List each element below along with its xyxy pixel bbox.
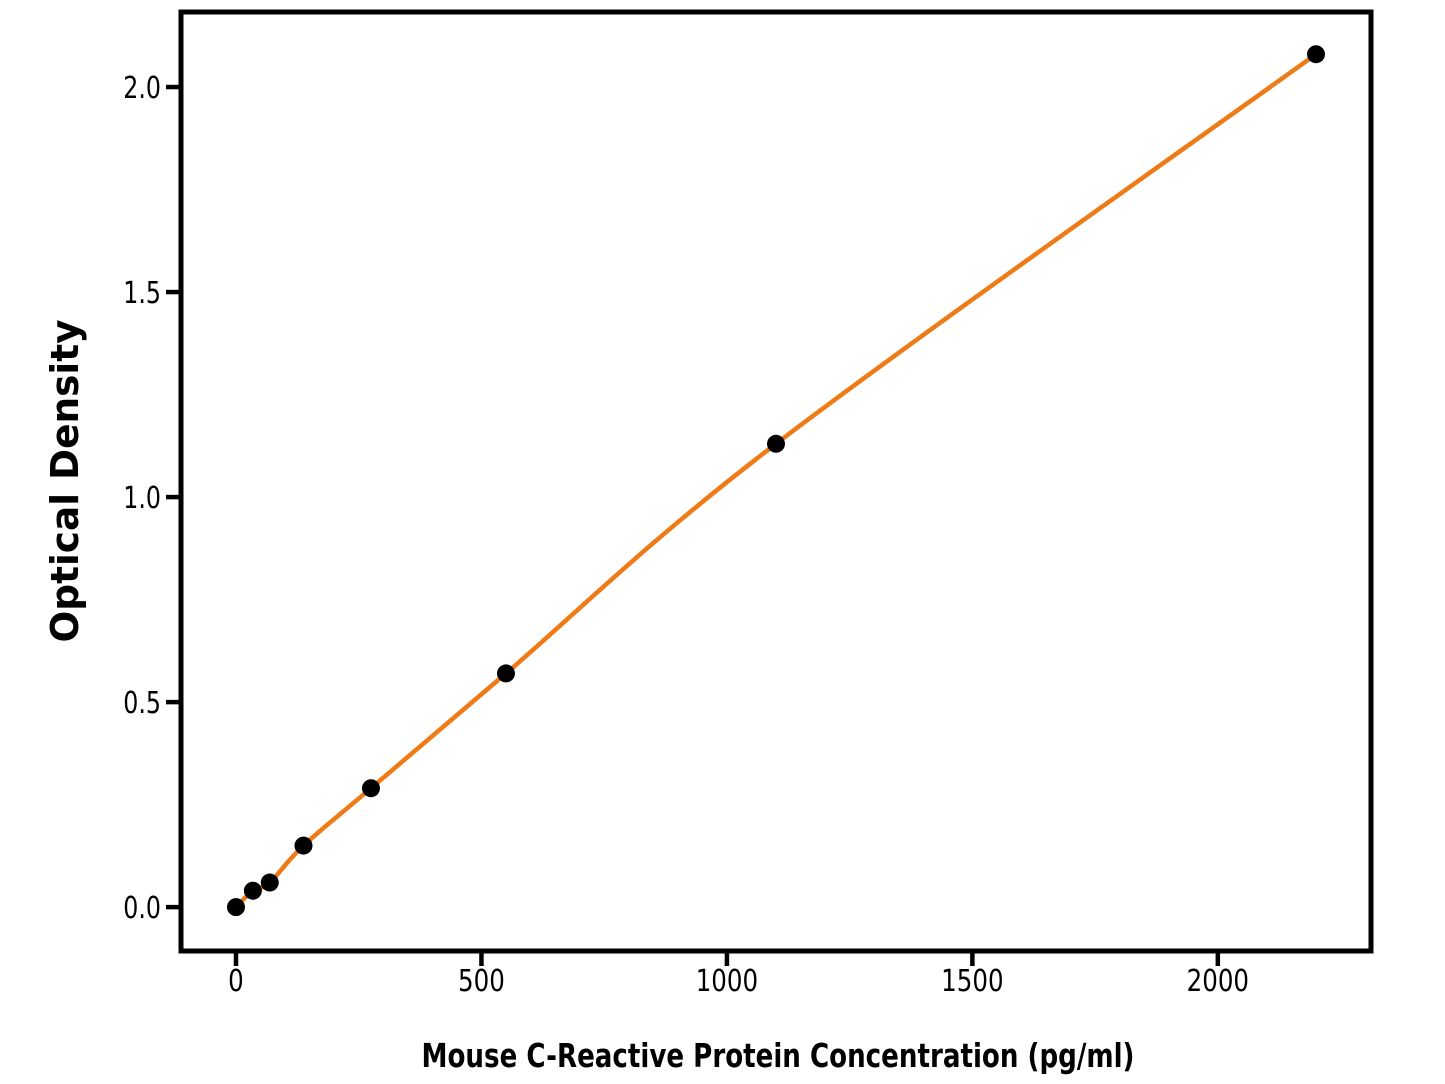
data-point bbox=[243, 881, 262, 900]
plot-area bbox=[181, 12, 1371, 951]
y-tick-label: 1.5 bbox=[123, 276, 161, 311]
x-tick-label: 0 bbox=[228, 964, 244, 999]
y-tick-label: 1.0 bbox=[123, 481, 161, 516]
x-tick-label: 500 bbox=[458, 964, 505, 999]
x-tick-label: 1500 bbox=[941, 964, 1003, 999]
x-tick-label: 2000 bbox=[1187, 964, 1249, 999]
data-point bbox=[496, 664, 515, 683]
data-point bbox=[294, 836, 313, 855]
plot-border bbox=[178, 9, 1374, 954]
x-ticks-group: 0 500 1000 1500 2000 bbox=[228, 951, 1249, 999]
x-axis-title: Mouse C-Reactive Protein Concentration (… bbox=[422, 1036, 1135, 1075]
y-tick-label: 2.0 bbox=[123, 71, 161, 106]
data-point bbox=[226, 898, 245, 917]
data-point bbox=[1307, 45, 1326, 64]
y-tick-label: 0.5 bbox=[123, 686, 161, 721]
data-point bbox=[361, 779, 380, 798]
y-tick-label: 0.0 bbox=[123, 891, 161, 926]
data-point bbox=[260, 873, 279, 892]
x-tick-label: 1000 bbox=[696, 964, 758, 999]
series-group bbox=[226, 45, 1326, 917]
data-point bbox=[767, 434, 785, 453]
y-axis-title: Optical Density bbox=[43, 319, 87, 642]
y-ticks-group: 0.0 0.5 1.0 1.5 2.0 bbox=[123, 71, 181, 926]
